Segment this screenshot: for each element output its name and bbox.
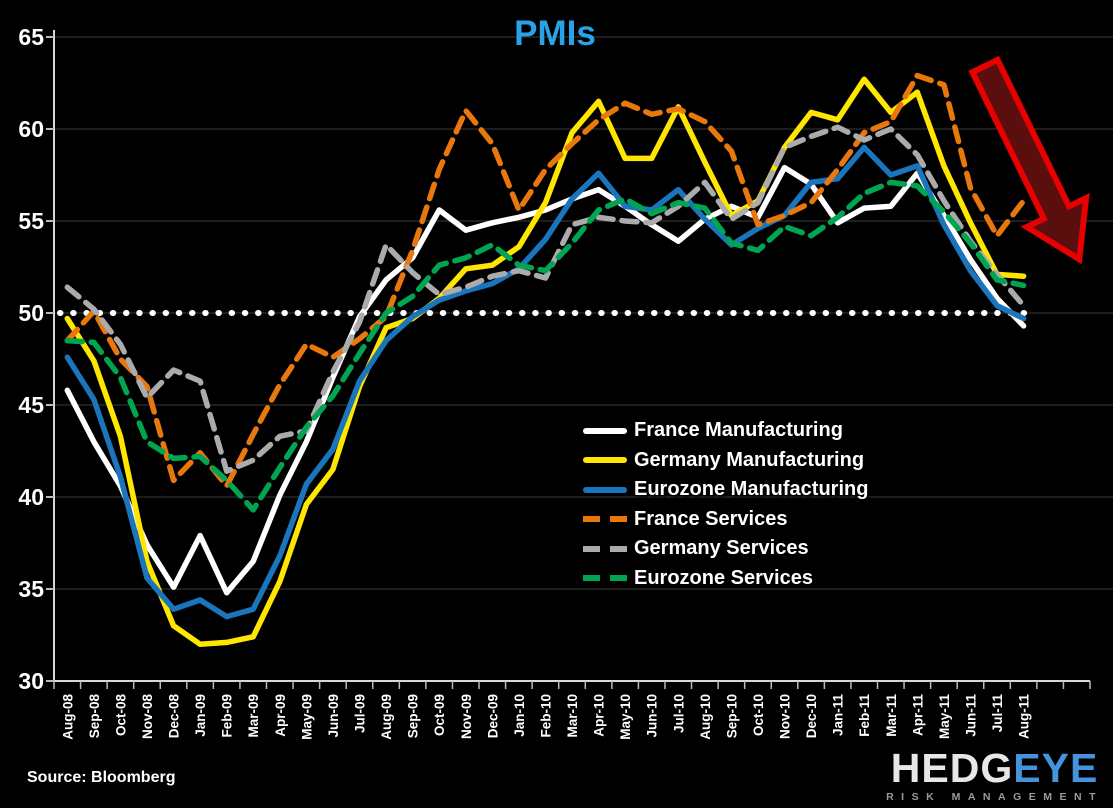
series-line-france-manufacturing bbox=[64, 164, 1027, 596]
x-tick-label-Aug-09: Aug-09 bbox=[379, 694, 394, 740]
legend-swatch-eurozone-manufacturing bbox=[583, 486, 627, 493]
x-tick-label-Sep-09: Sep-09 bbox=[406, 694, 421, 738]
x-tick-label-Mar-09: Mar-09 bbox=[246, 694, 261, 738]
y-tick-label-35: 35 bbox=[18, 576, 44, 602]
legend-swatch-france-manufacturing bbox=[583, 427, 627, 434]
legend-label-eurozone-manufacturing: Eurozone Manufacturing bbox=[634, 478, 869, 501]
y-tick-label-30: 30 bbox=[18, 668, 44, 694]
x-tick-label-Sep-10: Sep-10 bbox=[724, 694, 739, 738]
y-tick-label-50: 50 bbox=[18, 300, 44, 326]
x-tick-label-Feb-10: Feb-10 bbox=[538, 694, 553, 738]
legend-item-france-services: France Services bbox=[583, 505, 868, 535]
legend-item-germany-manufacturing: Germany Manufacturing bbox=[583, 446, 868, 476]
legend-swatch-germany-manufacturing bbox=[583, 457, 627, 464]
y-tick-label-45: 45 bbox=[18, 392, 44, 418]
y-tick-label-40: 40 bbox=[18, 484, 44, 510]
y-tick-label-60: 60 bbox=[18, 116, 44, 142]
x-tick-label-Apr-10: Apr-10 bbox=[592, 694, 607, 737]
x-tick-label-May-09: May-09 bbox=[299, 694, 314, 740]
legend-item-germany-services: Germany Services bbox=[583, 534, 868, 564]
x-tick-label-Apr-11: Apr-11 bbox=[910, 694, 925, 737]
x-tick-label-Jul-10: Jul-10 bbox=[671, 694, 686, 733]
x-tick-label-Jul-09: Jul-09 bbox=[353, 694, 368, 733]
x-tick-label-Mar-11: Mar-11 bbox=[884, 694, 899, 737]
x-tick-label-Jun-11: Jun-11 bbox=[963, 694, 978, 737]
legend-label-france-manufacturing: France Manufacturing bbox=[634, 419, 843, 442]
legend-label-eurozone-services: Eurozone Services bbox=[634, 566, 813, 589]
legend-swatch-france-services bbox=[583, 516, 627, 523]
x-tick-label-Mar-10: Mar-10 bbox=[565, 694, 580, 738]
x-tick-label-Sep-08: Sep-08 bbox=[87, 694, 102, 739]
x-tick-label-Jan-09: Jan-09 bbox=[193, 694, 208, 737]
chart-title: PMIs bbox=[514, 14, 596, 53]
legend-item-france-manufacturing: France Manufacturing bbox=[583, 416, 868, 446]
x-tick-label-Dec-09: Dec-09 bbox=[485, 694, 500, 738]
x-tick-label-Jun-10: Jun-10 bbox=[645, 694, 660, 738]
x-tick-label-Aug-10: Aug-10 bbox=[698, 694, 713, 740]
x-tick-label-Nov-08: Nov-08 bbox=[140, 694, 155, 740]
x-tick-label-Feb-11: Feb-11 bbox=[857, 694, 872, 737]
x-tick-label-Aug-11: Aug-11 bbox=[1017, 694, 1032, 740]
x-tick-label-Dec-10: Dec-10 bbox=[804, 694, 819, 738]
series-line-germany-manufacturing bbox=[64, 76, 1027, 647]
x-tick-label-Jun-09: Jun-09 bbox=[326, 694, 341, 738]
logo-subtitle: RISK MANAGEMENT bbox=[886, 791, 1103, 803]
legend-label-germany-manufacturing: Germany Manufacturing bbox=[634, 448, 865, 471]
legend-swatch-eurozone-services bbox=[583, 575, 627, 582]
x-tick-label-Jul-11: Jul-11 bbox=[990, 694, 1005, 733]
legend-label-germany-services: Germany Services bbox=[634, 537, 809, 560]
legend-item-eurozone-manufacturing: Eurozone Manufacturing bbox=[583, 475, 868, 505]
logo-text-eye: EYE bbox=[1013, 745, 1099, 791]
decline-arrow-annotation bbox=[968, 55, 1090, 265]
source-note: Source: Bloomberg bbox=[27, 769, 176, 786]
x-tick-label-Nov-09: Nov-09 bbox=[459, 694, 474, 739]
x-tick-label-May-10: May-10 bbox=[618, 694, 633, 740]
x-tick-label-Aug-08: Aug-08 bbox=[60, 694, 75, 740]
y-tick-label-55: 55 bbox=[18, 208, 44, 234]
series-line-france-services bbox=[64, 72, 1027, 489]
series-line-germany-services bbox=[64, 124, 1027, 474]
legend-label-france-services: France Services bbox=[634, 507, 788, 530]
logo-text-hedg: HEDG bbox=[890, 745, 1014, 791]
x-tick-label-Oct-08: Oct-08 bbox=[113, 694, 128, 737]
x-tick-label-Jan-11: Jan-11 bbox=[831, 694, 846, 737]
x-tick-label-Oct-10: Oct-10 bbox=[751, 694, 766, 736]
x-tick-label-Feb-09: Feb-09 bbox=[220, 694, 235, 738]
series-line-eurozone-services bbox=[64, 179, 1027, 513]
logo-wordmark: HEDGEYE bbox=[886, 748, 1103, 789]
x-tick-label-Oct-09: Oct-09 bbox=[432, 694, 447, 736]
x-tick-label-Nov-10: Nov-10 bbox=[778, 694, 793, 739]
legend-item-eurozone-services: Eurozone Services bbox=[583, 564, 868, 594]
x-tick-label-Apr-09: Apr-09 bbox=[273, 694, 288, 737]
y-tick-label-65: 65 bbox=[18, 24, 44, 50]
x-tick-label-Jan-10: Jan-10 bbox=[512, 694, 527, 737]
legend: France Manufacturing Germany Manufacturin… bbox=[583, 416, 868, 593]
legend-swatch-germany-services bbox=[583, 545, 627, 552]
x-tick-label-May-11: May-11 bbox=[937, 694, 952, 740]
series-line-eurozone-manufacturing bbox=[64, 144, 1027, 620]
x-tick-label-Dec-08: Dec-08 bbox=[167, 694, 182, 739]
hedgeye-logo: HEDGEYE RISK MANAGEMENT bbox=[886, 748, 1103, 803]
